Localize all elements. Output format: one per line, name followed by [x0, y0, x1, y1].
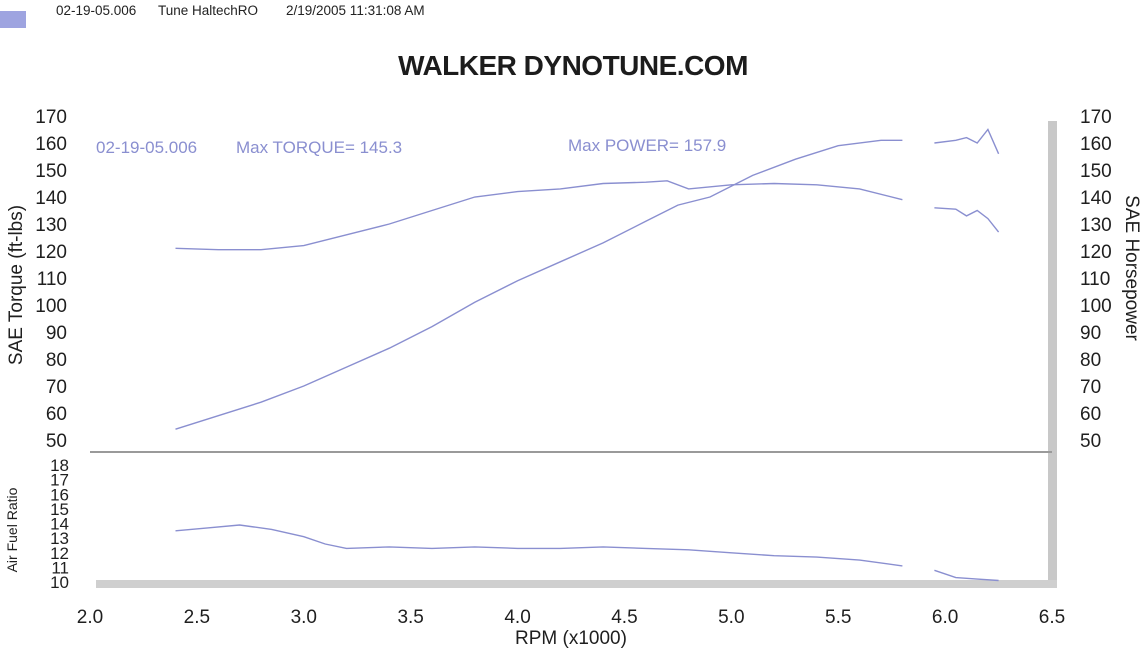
- tune-name: Tune HaltechRO: [158, 3, 259, 18]
- horsepower-tick-label: 100: [1080, 296, 1112, 317]
- annotation-run-id: 02-19-05.006: [96, 138, 197, 157]
- horsepower-tick-label: 170: [1080, 107, 1112, 128]
- rpm-tick-label: 6.5: [1039, 607, 1065, 628]
- rpm-axis-label: RPM (x1000): [515, 628, 627, 649]
- horsepower-line: [175, 128, 1000, 430]
- horsepower-tick-label: 150: [1080, 161, 1112, 182]
- afr-axis-label: Air Fuel Ratio: [4, 487, 20, 572]
- afr-tick-label: 10: [50, 573, 69, 592]
- torque-tick-label: 60: [46, 404, 67, 425]
- torque-tick-label: 90: [46, 323, 67, 344]
- annotation-max-torque: Max TORQUE= 145.3: [236, 138, 402, 157]
- annotation-max-power: Max POWER= 157.9: [568, 136, 726, 155]
- torque-axis-label: SAE Torque (ft-lbs): [6, 205, 27, 365]
- afr-tick-label: 15: [50, 500, 69, 519]
- run-datetime: 2/19/2005 11:31:08 AM: [286, 3, 425, 18]
- rpm-tick-label: 5.0: [718, 607, 744, 628]
- horsepower-tick-label: 120: [1080, 242, 1112, 263]
- horsepower-tick-label: 140: [1080, 188, 1112, 209]
- torque-tick-label: 140: [35, 188, 67, 209]
- rpm-tick-label: 4.0: [504, 607, 530, 628]
- rpm-tick-label: 4.5: [611, 607, 637, 628]
- torque-axis-ticks: 50 60 70 80 90 100 110 120 130 140 150 160 170: [35, 107, 67, 452]
- torque-tick-label: 80: [46, 350, 67, 371]
- afr-tick-label: 18: [50, 456, 69, 475]
- horsepower-tick-label: 70: [1080, 377, 1101, 398]
- torque-tick-label: 150: [35, 161, 67, 182]
- printout-header: 02-19-05.006 Tune HaltechRO 2/19/2005 11…: [0, 0, 1146, 28]
- air-fuel-ratio-line: [175, 524, 999, 582]
- afr-tick-label: 16: [50, 485, 69, 504]
- afr-tick-label: 11: [51, 558, 69, 577]
- torque-tick-label: 50: [46, 431, 67, 452]
- torque-tick-label: 120: [35, 242, 67, 263]
- afr-tick-label: 17: [50, 471, 69, 490]
- horsepower-tick-label: 50: [1080, 431, 1101, 452]
- data-series: [175, 128, 1000, 582]
- horsepower-tick-label: 160: [1080, 134, 1112, 155]
- torque-tick-label: 160: [35, 134, 67, 155]
- run-id: 02-19-05.006: [56, 3, 137, 18]
- rpm-tick-label: 3.0: [291, 607, 317, 628]
- horsepower-tick-label: 80: [1080, 350, 1101, 371]
- horsepower-tick-label: 60: [1080, 404, 1101, 425]
- afr-tick-label: 14: [50, 515, 69, 534]
- afr-tick-label: 13: [50, 529, 69, 548]
- horsepower-axis-label: SAE Horsepower: [1121, 195, 1142, 341]
- afr-tick-label: 12: [50, 544, 69, 563]
- rpm-tick-label: 2.5: [184, 607, 210, 628]
- rpm-tick-label: 5.5: [825, 607, 851, 628]
- chart-title: WALKER DYNOTUNE.COM: [398, 50, 748, 81]
- right-frame-bar: [1048, 121, 1057, 584]
- horsepower-axis-ticks: 50 60 70 80 90 100 110 120 130 140 150 160 170: [1080, 107, 1112, 452]
- rpm-tick-label: 3.5: [397, 607, 423, 628]
- bottom-frame-bar: [96, 580, 1057, 588]
- torque-line: [175, 180, 1000, 251]
- torque-tick-label: 130: [35, 215, 67, 236]
- torque-tick-label: 170: [35, 107, 67, 128]
- torque-tick-label: 70: [46, 377, 67, 398]
- run-color-swatch: [0, 11, 26, 28]
- horsepower-tick-label: 90: [1080, 323, 1101, 344]
- horsepower-tick-label: 110: [1080, 269, 1110, 290]
- torque-tick-label: 110: [37, 269, 67, 290]
- chart-frame: [90, 121, 1057, 588]
- rpm-tick-label: 2.0: [77, 607, 103, 628]
- rpm-axis-ticks: 2.0 2.5 3.0 3.5 4.0 4.5 5.0 5.5 6.0 6.5: [77, 607, 1065, 628]
- horsepower-tick-label: 130: [1080, 215, 1112, 236]
- torque-tick-label: 100: [35, 296, 67, 317]
- rpm-tick-label: 6.0: [932, 607, 958, 628]
